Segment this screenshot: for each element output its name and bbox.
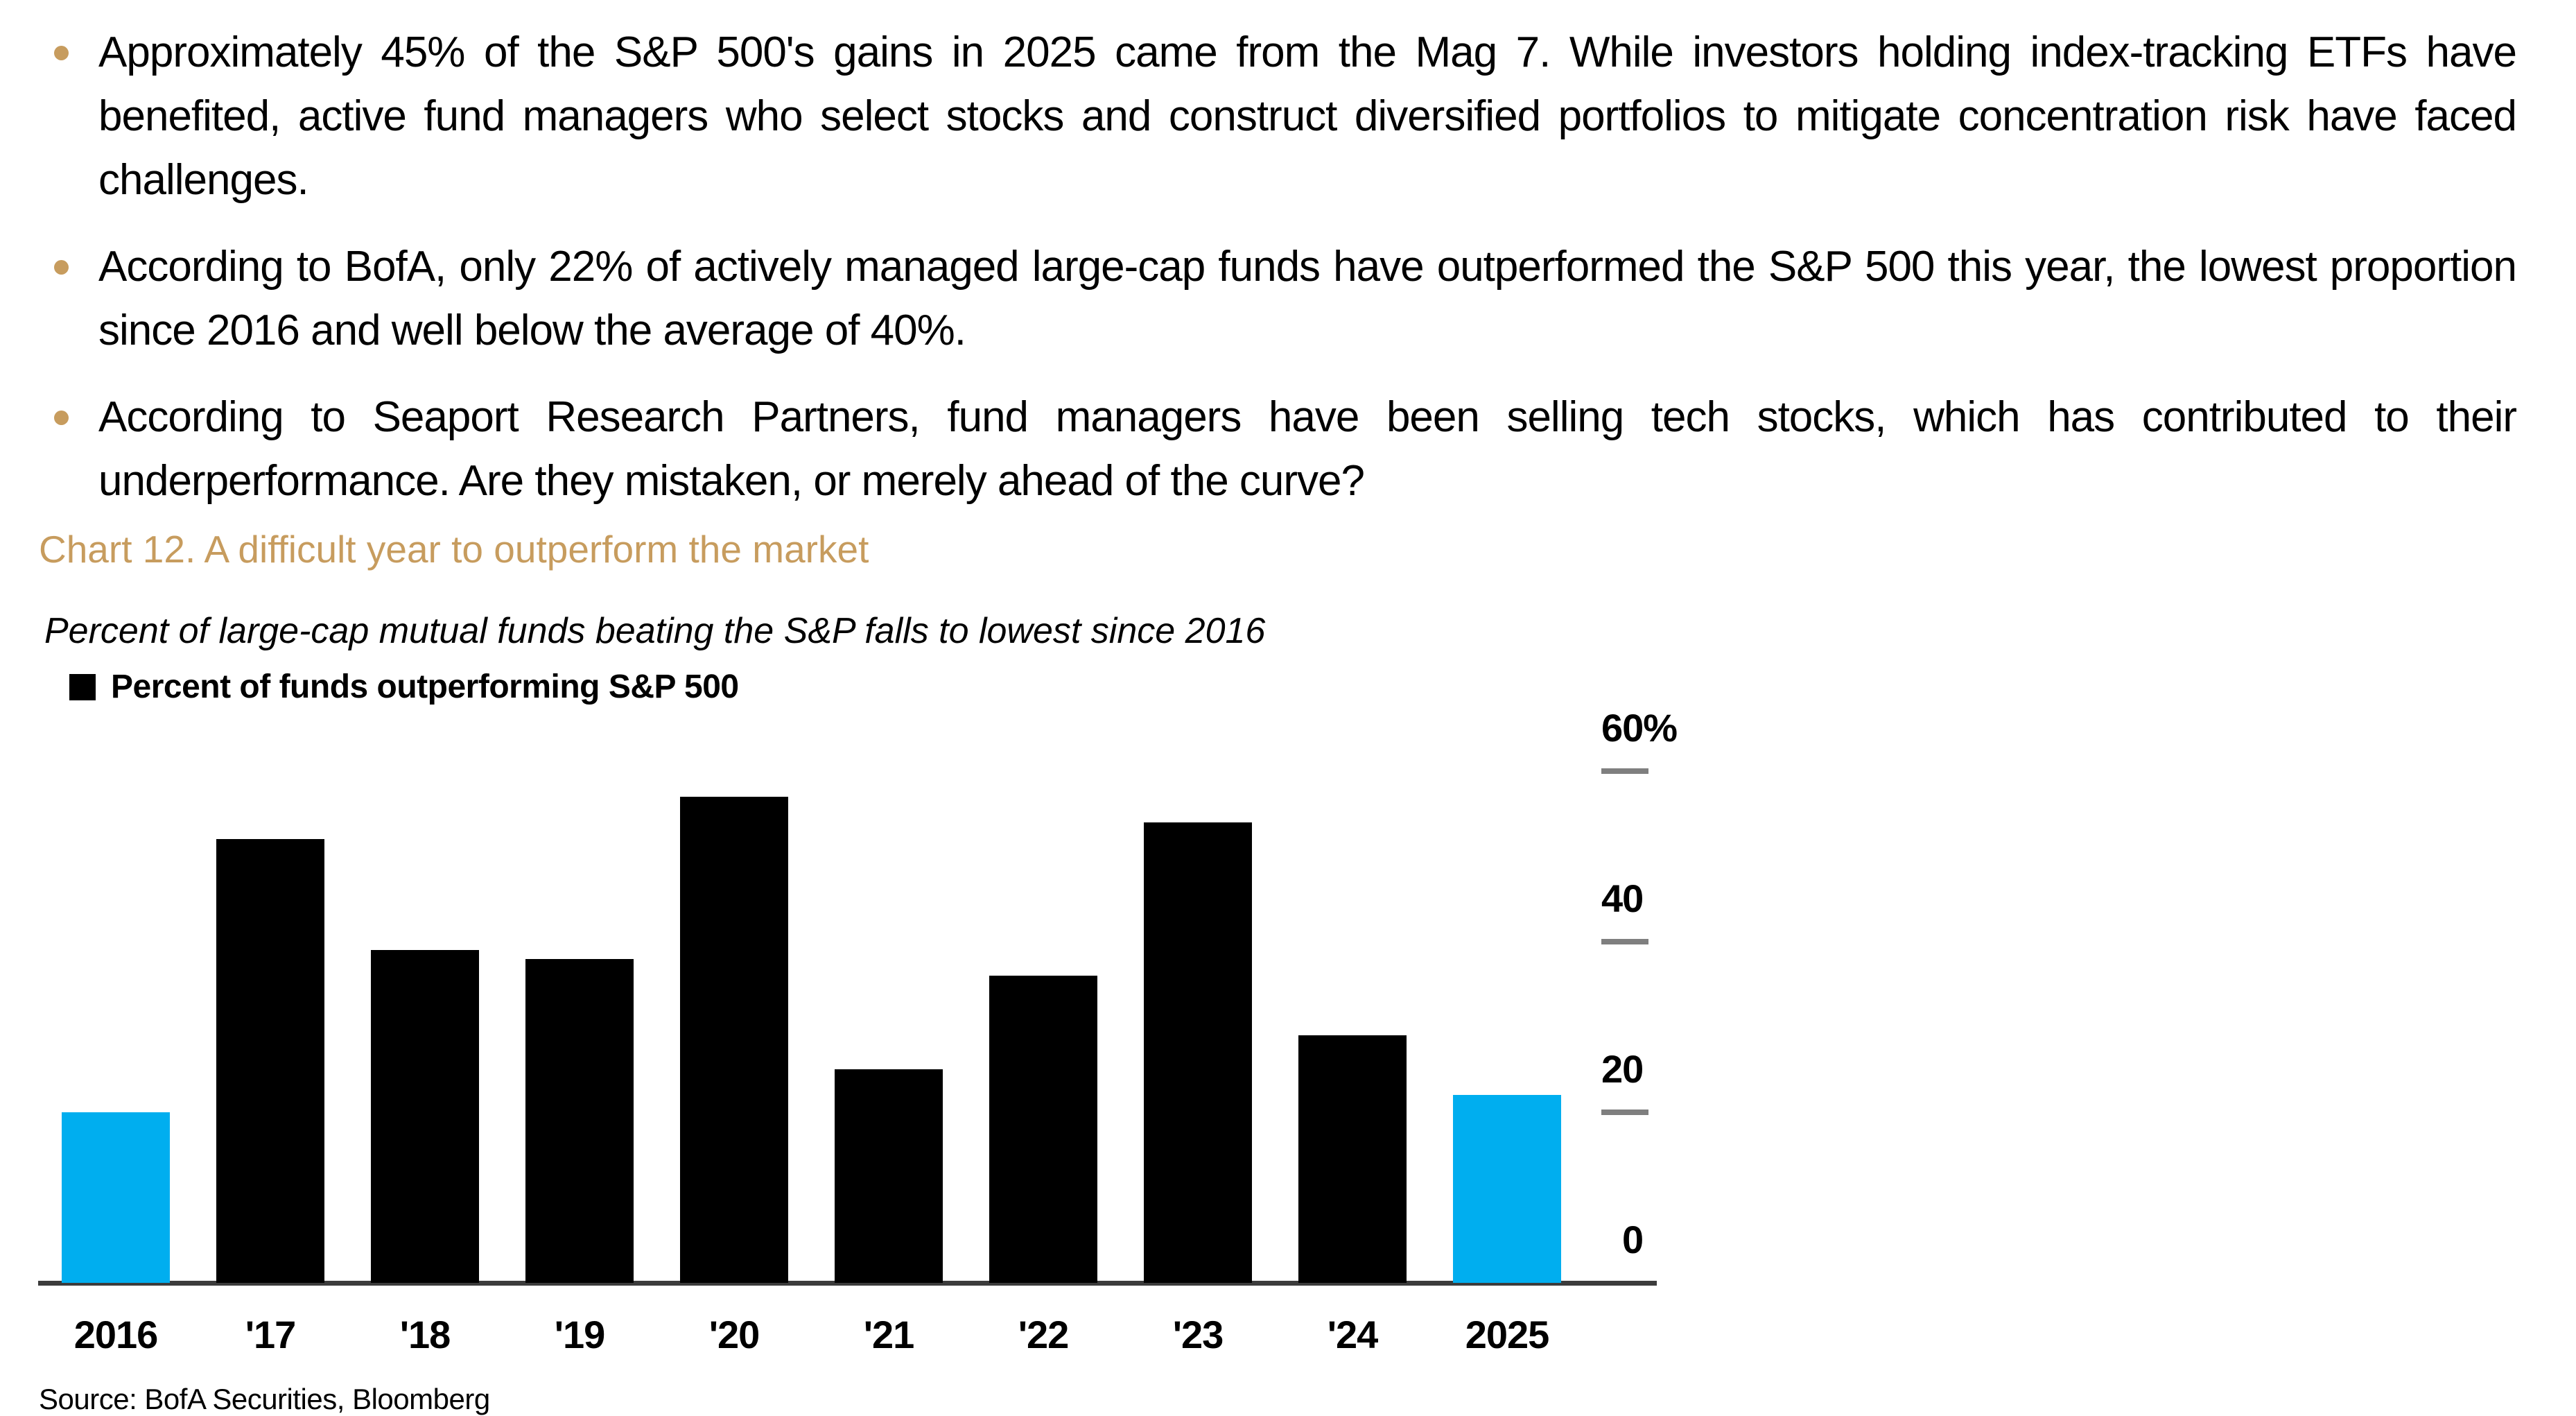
- bullet-text: According to BofA, only 22% of actively …: [98, 243, 2517, 354]
- bullet-item: According to BofA, only 22% of actively …: [54, 235, 2517, 363]
- bullet-list: Approximately 45% of the S&P 500's gains…: [54, 21, 2517, 513]
- bar-21: [835, 1069, 943, 1283]
- y-tick: [1601, 1110, 1648, 1115]
- x-axis-line: [38, 1281, 1657, 1286]
- y-tick-label: 0: [1622, 1218, 1644, 1261]
- x-tick-label: '18: [399, 1313, 451, 1356]
- chart-subtitle: Percent of large-cap mutual funds beatin…: [44, 611, 1266, 651]
- x-tick-label: '19: [554, 1313, 606, 1356]
- source-note: Source: BofA Securities, Bloomberg: [39, 1383, 490, 1415]
- bar-23: [1144, 822, 1252, 1283]
- x-tick-label: '21: [863, 1313, 915, 1356]
- y-tick: [1601, 768, 1648, 774]
- bar-2025: [1453, 1095, 1561, 1283]
- legend-swatch-icon: [69, 673, 96, 700]
- bar-2016: [62, 1112, 170, 1283]
- x-tick-label: '23: [1172, 1313, 1224, 1356]
- x-tick-label: 2016: [73, 1313, 159, 1356]
- bullet-dot-icon: [54, 260, 69, 275]
- y-tick-label: 40: [1601, 877, 1644, 920]
- y-tick: [1601, 939, 1648, 944]
- bullet-dot-icon: [54, 46, 69, 60]
- x-tick-label: 2025: [1465, 1313, 1550, 1356]
- x-tick-label: '17: [245, 1313, 297, 1356]
- chart-title: Chart 12. A difficult year to outperform…: [39, 528, 869, 571]
- chart-legend: Percent of funds outperforming S&P 500: [69, 668, 739, 706]
- bullet-item: According to Seaport Research Partners, …: [54, 386, 2517, 513]
- bar-22: [989, 976, 1097, 1283]
- legend-label: Percent of funds outperforming S&P 500: [111, 668, 739, 705]
- x-tick-label: '20: [708, 1313, 760, 1356]
- bar-17: [216, 839, 324, 1283]
- y-tick-label: 60%: [1601, 706, 1678, 750]
- x-tick-label: '22: [1018, 1313, 1070, 1356]
- x-tick-label: '24: [1327, 1313, 1379, 1356]
- bullet-item: Approximately 45% of the S&P 500's gains…: [54, 21, 2517, 212]
- bullet-text: According to Seaport Research Partners, …: [98, 393, 2517, 505]
- bullet-dot-icon: [54, 411, 69, 425]
- bullet-text: Approximately 45% of the S&P 500's gains…: [98, 28, 2517, 204]
- bar-24: [1298, 1035, 1407, 1283]
- bar-20: [680, 797, 788, 1283]
- bar-19: [525, 959, 634, 1283]
- bar-18: [371, 950, 479, 1283]
- y-tick-label: 20: [1601, 1047, 1644, 1091]
